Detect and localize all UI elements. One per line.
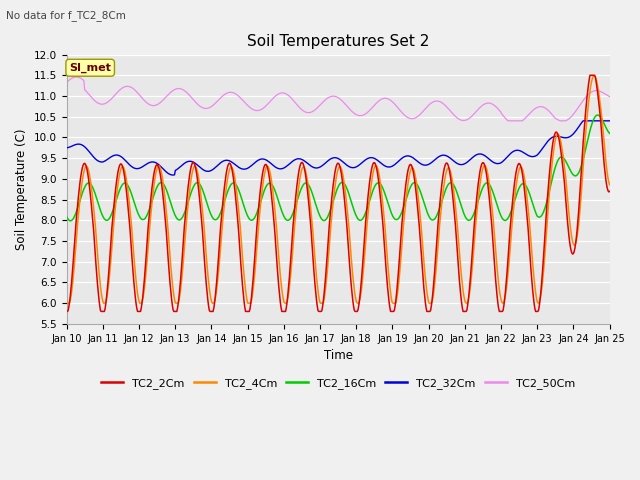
Text: No data for f_TC2_8Cm: No data for f_TC2_8Cm [6, 10, 126, 21]
Legend: TC2_2Cm, TC2_4Cm, TC2_16Cm, TC2_32Cm, TC2_50Cm: TC2_2Cm, TC2_4Cm, TC2_16Cm, TC2_32Cm, TC… [97, 374, 579, 394]
Y-axis label: Soil Temperature (C): Soil Temperature (C) [15, 129, 28, 250]
Title: Soil Temperatures Set 2: Soil Temperatures Set 2 [247, 34, 429, 49]
Text: SI_met: SI_met [69, 62, 111, 73]
X-axis label: Time: Time [324, 349, 353, 362]
